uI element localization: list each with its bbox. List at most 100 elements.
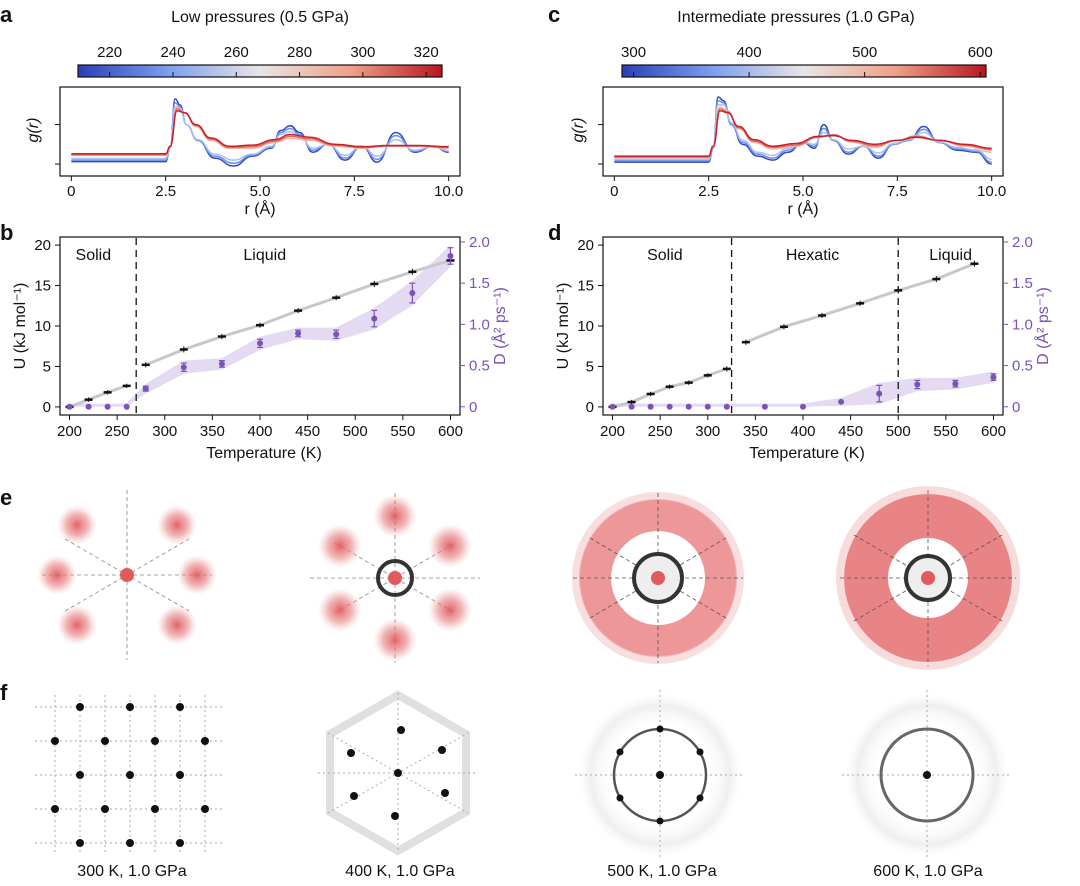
energy-diffusion-plot-d: Temperature (K) U (kJ mol⁻¹) D (Å² ps⁻¹)… [555,234,1052,462]
x-tick-label: 2.5 [155,183,176,200]
bragg-peak [176,771,184,779]
x-tick-label: 500 [886,423,911,440]
diffusion-point [295,330,302,337]
colorbar-c-title: Intermediate pressures (1.0 GPa) [677,9,914,26]
gr-plot-a: g(r) r (Å) 0 2.5 5.0 7.5 10.0 [25,86,463,218]
f-caption-4: 600 K, 1.0 GPa [873,863,983,880]
colorbar-tick-label: 500 [852,44,877,61]
x-tick-label: 550 [933,423,958,440]
phase-label: Liquid [929,247,972,264]
bragg-peak [656,725,664,733]
panel-label-c: c [548,2,560,27]
density-map-4 [836,486,1020,670]
structure-factor-1 [35,695,225,855]
bragg-peak [101,805,109,813]
diffusion-point [104,403,111,410]
density-spot [157,605,197,645]
diffraction-ring [879,727,975,823]
diffusion-point [914,381,921,388]
x-tick-label: 400 [790,423,815,440]
bragg-peak [923,771,931,779]
density-spot [318,588,362,632]
bragg-peak [76,839,84,847]
f-caption-1: 300 K, 1.0 GPa [77,863,187,880]
x-tick-label: 600 [438,423,463,440]
colorbar-tick-label: 280 [287,44,312,61]
x-tick-label: 7.5 [887,183,908,200]
bragg-peak [201,737,209,745]
x-tick-label: 450 [295,423,320,440]
density-spot [373,494,417,538]
diffusion-point [85,403,92,410]
density-spot [57,605,97,645]
diffusion-point [800,403,806,410]
panel-label-e: e [0,485,12,510]
gr-curve-320-K [71,110,449,155]
x-tick-label: 7.5 [344,183,365,200]
x-tick-label: 200 [57,423,82,440]
colorbar-a: Low pressures (0.5 GPa) 220 240 260 280 300 3… [77,9,443,78]
bragg-peak [347,749,355,757]
diffusion-point [123,403,130,410]
gr-plot-c: g(r) r (Å) 0 2.5 5.0 7.5 10.0 [570,86,1006,218]
density-map-2 [310,493,480,663]
colorbar-tick-label: 300 [621,44,646,61]
bragg-peak [696,748,704,756]
density-spot [428,588,472,632]
colorbar-c: Intermediate pressures (1.0 GPa) 300 400 5… [621,9,993,78]
gr-curve-240-K [71,102,449,165]
gr-curve-260-K [71,106,449,161]
diffusion-point [952,380,959,387]
x-tick-label: 350 [200,423,225,440]
center-dot [388,571,402,585]
density-map-3 [572,492,744,664]
center-dot [120,568,134,582]
diffusion-point [409,290,416,297]
y-tick-label: 0 [586,399,594,416]
colorbar-tick-label: 260 [224,44,249,61]
phase-label: Solid [76,247,112,264]
y-right-tick-label: 1.5 [1012,275,1033,292]
diffusion-point [990,374,997,381]
diffusion-point [447,252,454,259]
y-tick-label: 20 [34,237,51,254]
panel-label-b: b [0,220,13,245]
y-tick-label: 15 [34,278,51,295]
x-tick-label: 450 [838,423,863,440]
x-tick-label: 350 [743,423,768,440]
bragg-peak [151,805,159,813]
bragg-peak [696,794,704,802]
gr-curve-450-K [614,106,992,159]
bragg-peak [51,805,59,813]
bragg-peak [656,771,664,779]
colorbar-tick-label: 400 [737,44,762,61]
bragg-peak [394,769,402,777]
colorbar-tick-label: 320 [414,44,439,61]
ud-b-ylabel: U (kJ mol⁻¹) [12,283,29,370]
ud-d-ylabel-right: D (Å² ps⁻¹) [1033,287,1052,365]
f-caption-2: 400 K, 1.0 GPa [345,863,455,880]
gr-a-ylabel: g(r) [25,118,42,143]
bragg-peak [76,703,84,711]
ud-b-xlabel: Temperature (K) [206,445,322,462]
x-tick-label: 5.0 [793,183,814,200]
bragg-peak [397,726,405,734]
colorbar-tick-label: 600 [968,44,993,61]
y-right-tick-label: 1.0 [1012,316,1033,333]
diffusion-point [333,331,340,338]
structure-factor-2 [318,690,478,856]
y-tick-label: 10 [34,318,51,335]
density-spot [177,555,217,595]
x-tick-label: 10.0 [977,183,1006,200]
panel-label-d: d [548,220,561,245]
panel-label-f: f [0,680,8,705]
gr-curve-300-K [614,96,992,165]
x-tick-label: 10.0 [434,183,463,200]
bragg-peak [51,737,59,745]
diffusion-point [838,398,845,405]
bragg-peak [176,839,184,847]
bragg-peak [201,805,209,813]
ud-d-ylabel: U (kJ mol⁻¹) [555,283,572,370]
diffusion-point [723,403,730,410]
bragg-peak [151,737,159,745]
